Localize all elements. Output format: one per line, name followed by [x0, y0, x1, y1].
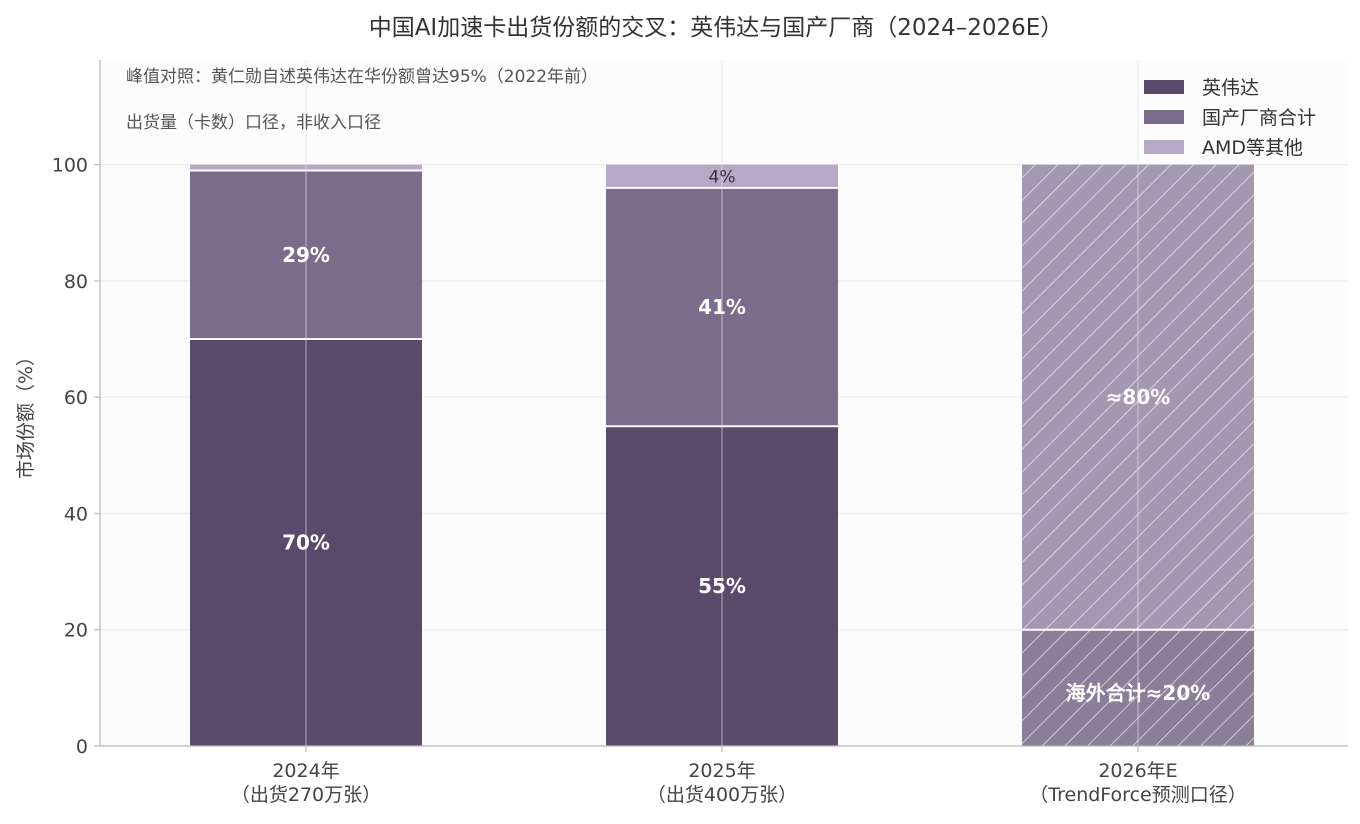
axes — [99, 60, 1348, 747]
bar-label-1-0: 29% — [282, 243, 330, 267]
x-tick-label: （出货270万张） — [231, 784, 381, 806]
legend-swatch-1 — [1144, 110, 1184, 124]
y-tick-label: 100 — [52, 155, 88, 177]
bar-label-1-1: 41% — [698, 295, 746, 319]
annotation-peak: 峰值对照：黄仁勋自述英伟达在华份额曾达95%（2022年前） — [126, 67, 598, 87]
x-tick-label: 2026年E — [1098, 760, 1177, 782]
y-axis-label: 市场份额（%） — [15, 347, 37, 479]
bar-label-0-0: 70% — [282, 531, 330, 555]
chart-title: 中国AI加速卡出货份额的交叉：英伟达与国产厂商（2024–2026E） — [369, 15, 1064, 41]
annotation-basis: 出货量（卡数）口径，非收入口径 — [126, 113, 381, 133]
y-tick-label: 60 — [64, 387, 88, 409]
legend-label-1: 国产厂商合计 — [1202, 107, 1316, 129]
legend-swatch-0 — [1144, 80, 1184, 94]
y-ticks: 0 20 40 60 80 100 — [52, 155, 100, 758]
forecast-label-1: ≈80% — [1106, 385, 1171, 409]
x-tick-label: （TrendForce预测口径） — [1029, 784, 1246, 806]
bar-labels: 70% 29% 55% 41% 4% 海外合计≈20% ≈80% — [282, 167, 1210, 705]
y-tick-label: 40 — [64, 503, 88, 525]
y-tick-label: 20 — [64, 620, 88, 642]
legend-swatch-2 — [1144, 140, 1184, 154]
y-tick-label: 80 — [64, 271, 88, 293]
x-tick-label: 2025年 — [688, 760, 755, 782]
legend-label-0: 英伟达 — [1202, 77, 1259, 99]
y-tick-label: 0 — [76, 736, 88, 758]
forecast-label-0: 海外合计≈20% — [1066, 681, 1211, 705]
bar-label-2-1: 4% — [709, 167, 736, 187]
x-tick-label: 2024年 — [272, 760, 339, 782]
legend-label-2: AMD等其他 — [1202, 137, 1303, 159]
x-tick-label: （出货400万张） — [647, 784, 797, 806]
x-ticks: 2024年（出货270万张） 2025年（出货400万张） 2026年E（Trend… — [231, 746, 1247, 806]
vertical-grid-lines — [305, 60, 1139, 746]
bar-label-0-1: 55% — [698, 574, 746, 598]
